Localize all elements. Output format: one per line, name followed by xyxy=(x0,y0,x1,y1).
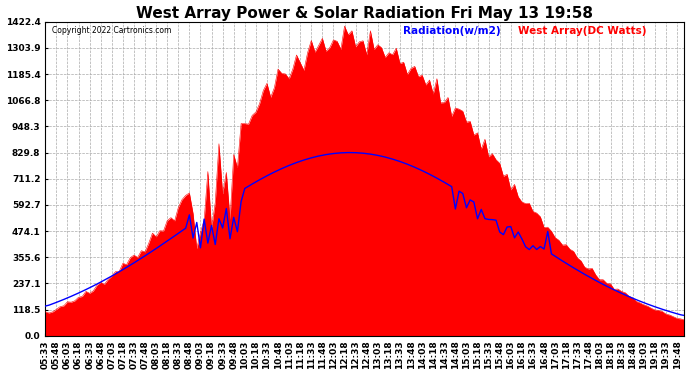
Text: Radiation(w/m2): Radiation(w/m2) xyxy=(403,26,501,36)
Title: West Array Power & Solar Radiation Fri May 13 19:58: West Array Power & Solar Radiation Fri M… xyxy=(137,6,593,21)
Text: Copyright 2022 Cartronics.com: Copyright 2022 Cartronics.com xyxy=(52,26,171,35)
Text: West Array(DC Watts): West Array(DC Watts) xyxy=(518,26,647,36)
